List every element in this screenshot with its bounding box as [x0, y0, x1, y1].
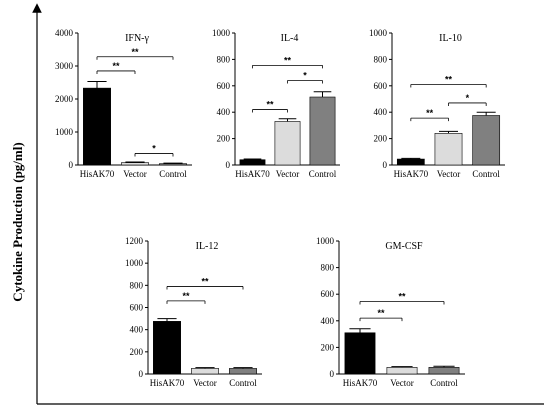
bar	[344, 332, 376, 375]
category-label: HisAK70	[394, 169, 429, 179]
y-tick-label: 800	[217, 54, 231, 64]
category-label: HisAK70	[80, 169, 115, 179]
y-tick-label: 1000	[212, 28, 231, 38]
significance-bracket: **	[410, 74, 487, 88]
panel-1: 0 200 400 600 800 1000 IL-4 HisAK70 Vector Contro…	[212, 28, 340, 179]
significance-bracket: **	[359, 292, 445, 305]
significance-bracket: *	[134, 143, 174, 157]
panel-2: 0 200 400 600 800 1000 IL-10 HisAK70 Vector Contr…	[369, 28, 505, 179]
significance-bracket: **	[96, 61, 136, 74]
bar	[153, 321, 181, 375]
bar	[309, 96, 336, 166]
bar	[191, 368, 219, 375]
significance-bracket: *	[448, 93, 487, 106]
y-tick-label: 0	[330, 369, 335, 379]
bar	[396, 158, 425, 166]
panel-title: IL-10	[439, 33, 462, 44]
y-tick-label: 600	[130, 303, 144, 313]
significance-label: *	[466, 93, 470, 103]
category-label: Vector	[437, 169, 461, 179]
y-tick-label: 600	[217, 81, 231, 91]
panel-0: 0 1000 2000 3000 4000 IFN-γ HisAK70 Vector Contr…	[55, 28, 192, 179]
y-tick-label: 400	[374, 107, 388, 117]
significance-label: **	[131, 47, 139, 57]
y-tick-label: 200	[374, 134, 388, 144]
panel-title: GM-CSF	[385, 241, 423, 252]
significance-label: **	[445, 74, 453, 84]
panel-title: IL-4	[281, 33, 299, 44]
bar	[274, 121, 301, 166]
significance-label: *	[303, 71, 307, 81]
y-tick-label: 1000	[369, 28, 388, 38]
y-tick-label: 0	[226, 160, 231, 170]
y-tick-label: 400	[217, 107, 231, 117]
category-label: HisAK70	[235, 169, 270, 179]
panel-title: IL-12	[196, 241, 219, 252]
bar	[159, 163, 187, 166]
y-tick-label: 600	[374, 81, 388, 91]
significance-bracket: **	[252, 55, 323, 69]
category-label: HisAK70	[150, 378, 185, 388]
category-label: Control	[430, 378, 458, 388]
significance-label: *	[152, 143, 156, 153]
category-label: Control	[159, 169, 187, 179]
significance-label: **	[266, 100, 274, 110]
y-tick-label: 0	[383, 160, 388, 170]
y-tick-label: 600	[321, 289, 335, 299]
y-tick-label: 1200	[125, 236, 144, 246]
category-label: Control	[309, 169, 337, 179]
bar	[472, 115, 501, 166]
significance-bracket: *	[287, 71, 323, 84]
y-tick-label: 800	[130, 280, 144, 290]
significance-label: **	[201, 276, 209, 286]
significance-label: **	[182, 291, 190, 301]
y-tick-label: 3000	[55, 61, 74, 71]
significance-label: **	[426, 108, 434, 118]
significance-label: **	[112, 61, 120, 71]
category-label: Control	[472, 169, 500, 179]
category-label: Control	[229, 378, 257, 388]
figure-y-axis-label: Cytokine Production (pg/ml)	[10, 142, 25, 301]
y-tick-label: 1000	[125, 258, 144, 268]
significance-label: **	[377, 308, 385, 318]
panel-3: 0 200 400 600 800 1000 1200 IL-12 HisAK70 Vector C…	[125, 236, 262, 388]
panel-4: 0 200 400 600 800 1000 GM-CSF HisAK70 Vector Cont…	[316, 236, 465, 388]
y-tick-label: 1000	[55, 127, 74, 137]
bar	[239, 159, 266, 166]
bar	[121, 162, 149, 166]
bar	[428, 367, 460, 375]
y-tick-label: 200	[321, 342, 335, 352]
y-tick-label: 800	[321, 263, 335, 273]
bar	[83, 87, 111, 166]
y-tick-label: 800	[374, 54, 388, 64]
category-label: Vector	[390, 378, 414, 388]
significance-bracket: **	[166, 291, 206, 304]
y-tick-label: 0	[69, 160, 74, 170]
panel-title: IFN-γ	[125, 33, 149, 44]
bar	[386, 367, 418, 375]
y-tick-label: 400	[130, 325, 144, 335]
y-tick-label: 200	[217, 134, 231, 144]
significance-bracket: **	[359, 308, 403, 322]
category-label: Vector	[193, 378, 217, 388]
significance-bracket: **	[166, 276, 244, 290]
significance-label: **	[398, 292, 406, 302]
significance-label: **	[284, 55, 292, 65]
y-tick-label: 200	[130, 347, 144, 357]
category-label: Vector	[276, 169, 300, 179]
y-tick-label: 2000	[55, 94, 74, 104]
bar	[229, 368, 257, 375]
y-tick-label: 400	[321, 316, 335, 326]
y-tick-label: 1000	[316, 236, 335, 246]
significance-bracket: **	[410, 108, 449, 122]
bar	[434, 133, 463, 166]
significance-bracket: **	[96, 47, 174, 60]
y-tick-label: 0	[139, 369, 144, 379]
y-tick-label: 4000	[55, 28, 74, 38]
significance-bracket: **	[252, 100, 288, 113]
category-label: Vector	[123, 169, 147, 179]
category-label: HisAK70	[343, 378, 378, 388]
